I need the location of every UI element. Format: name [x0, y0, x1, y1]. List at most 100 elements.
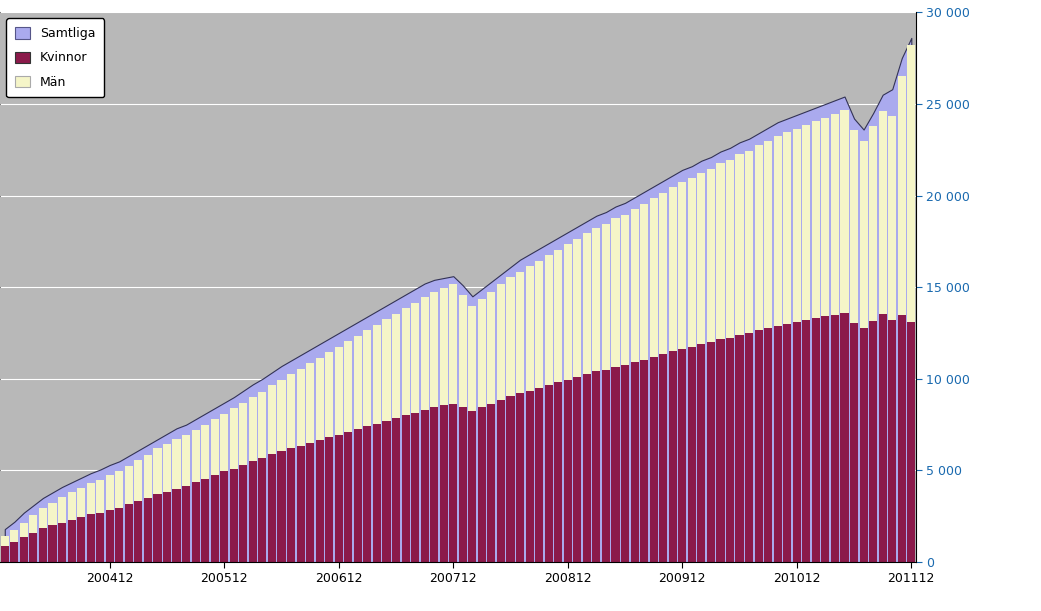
- Bar: [564, 244, 572, 379]
- Bar: [668, 187, 677, 351]
- Bar: [192, 430, 200, 483]
- Bar: [392, 314, 400, 418]
- Bar: [869, 126, 878, 321]
- Bar: [210, 475, 219, 562]
- Bar: [574, 238, 581, 377]
- Bar: [163, 491, 171, 562]
- Bar: [526, 391, 534, 562]
- Bar: [345, 341, 352, 432]
- Bar: [134, 461, 143, 501]
- Bar: [773, 136, 782, 326]
- Bar: [306, 443, 314, 562]
- Bar: [373, 325, 381, 424]
- Bar: [278, 451, 285, 562]
- Bar: [230, 408, 237, 469]
- Bar: [821, 316, 830, 562]
- Bar: [134, 501, 143, 562]
- Bar: [201, 425, 209, 479]
- Bar: [287, 448, 295, 562]
- Bar: [908, 45, 915, 322]
- Bar: [468, 307, 477, 411]
- Bar: [116, 508, 123, 562]
- Bar: [325, 352, 333, 437]
- Bar: [793, 128, 801, 322]
- Bar: [554, 382, 562, 562]
- Bar: [650, 198, 658, 357]
- Bar: [287, 374, 295, 448]
- Bar: [363, 426, 372, 562]
- Bar: [535, 260, 543, 388]
- Bar: [411, 413, 420, 562]
- Bar: [221, 414, 228, 472]
- Bar: [840, 313, 848, 562]
- Bar: [611, 218, 619, 367]
- Bar: [897, 76, 906, 315]
- Bar: [535, 388, 543, 562]
- Bar: [888, 320, 896, 562]
- Bar: [707, 169, 715, 342]
- Bar: [439, 406, 448, 562]
- Bar: [621, 215, 629, 365]
- Bar: [345, 432, 352, 562]
- Bar: [783, 324, 791, 562]
- Bar: [278, 379, 285, 451]
- Bar: [192, 483, 200, 562]
- Bar: [679, 182, 686, 348]
- Bar: [840, 110, 848, 313]
- Bar: [306, 363, 314, 443]
- Bar: [554, 250, 562, 382]
- Bar: [201, 479, 209, 562]
- Bar: [679, 348, 686, 562]
- Bar: [602, 224, 610, 370]
- Bar: [382, 421, 390, 562]
- Bar: [373, 424, 381, 562]
- Bar: [221, 472, 228, 562]
- Bar: [125, 466, 133, 505]
- Bar: [268, 386, 276, 454]
- Bar: [49, 502, 56, 525]
- Bar: [430, 407, 438, 562]
- Bar: [239, 403, 248, 465]
- Bar: [783, 132, 791, 324]
- Bar: [1, 546, 8, 562]
- Bar: [144, 455, 152, 498]
- Bar: [297, 446, 305, 562]
- Bar: [879, 111, 887, 314]
- Bar: [621, 365, 629, 562]
- Bar: [39, 508, 47, 528]
- Bar: [516, 393, 524, 562]
- Bar: [764, 329, 772, 562]
- Bar: [478, 407, 486, 562]
- Bar: [631, 362, 638, 562]
- Bar: [478, 299, 486, 407]
- Bar: [392, 418, 400, 562]
- Legend: Samtliga, Kvinnor, Män: Samtliga, Kvinnor, Män: [6, 18, 104, 98]
- Bar: [897, 315, 906, 562]
- Bar: [249, 461, 257, 562]
- Bar: [611, 367, 619, 562]
- Bar: [29, 533, 37, 562]
- Bar: [382, 319, 390, 421]
- Bar: [487, 292, 496, 404]
- Bar: [507, 397, 514, 562]
- Bar: [592, 228, 601, 371]
- Bar: [688, 347, 695, 562]
- Bar: [803, 320, 810, 562]
- Bar: [96, 480, 104, 513]
- Bar: [77, 488, 85, 517]
- Bar: [325, 437, 333, 562]
- Bar: [726, 159, 734, 337]
- Bar: [850, 323, 858, 562]
- Bar: [116, 472, 123, 508]
- Bar: [812, 121, 820, 318]
- Bar: [153, 448, 161, 494]
- Bar: [153, 494, 161, 562]
- Bar: [402, 308, 409, 415]
- Bar: [77, 517, 85, 562]
- Bar: [411, 302, 420, 413]
- Bar: [49, 525, 56, 562]
- Bar: [726, 337, 734, 562]
- Bar: [173, 439, 180, 489]
- Bar: [68, 520, 76, 562]
- Bar: [487, 404, 496, 562]
